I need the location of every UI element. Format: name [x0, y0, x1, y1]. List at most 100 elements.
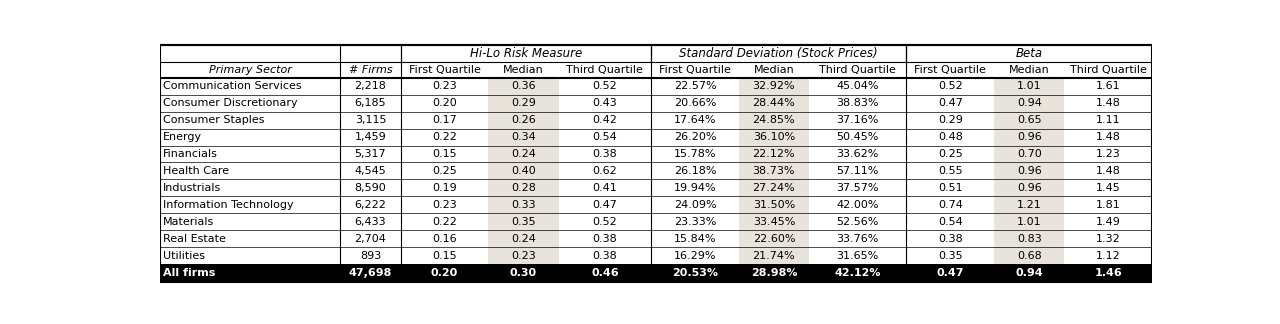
Text: 0.48: 0.48: [938, 132, 963, 142]
Text: 0.54: 0.54: [938, 217, 963, 227]
Text: 22.12%: 22.12%: [753, 149, 795, 159]
Bar: [401, 179, 489, 196]
Bar: [340, 62, 401, 78]
Bar: [739, 62, 809, 78]
Bar: [489, 45, 558, 62]
Text: 1.48: 1.48: [1096, 132, 1120, 142]
Bar: [906, 213, 995, 230]
Text: 0.96: 0.96: [1016, 132, 1042, 142]
Text: Materials: Materials: [163, 217, 214, 227]
Bar: [489, 162, 558, 179]
Text: 0.55: 0.55: [938, 166, 963, 176]
Bar: [1064, 95, 1152, 112]
Text: 1.49: 1.49: [1096, 217, 1120, 227]
Bar: [558, 145, 652, 162]
Bar: [652, 112, 739, 129]
Text: 26.18%: 26.18%: [673, 166, 717, 176]
Bar: [739, 95, 809, 112]
Text: 47,698: 47,698: [348, 268, 392, 278]
Text: 893: 893: [360, 251, 381, 260]
Bar: [809, 45, 906, 62]
Bar: [1064, 264, 1152, 282]
Bar: [652, 196, 739, 213]
Text: 38.73%: 38.73%: [753, 166, 795, 176]
Bar: [652, 62, 739, 78]
Bar: [558, 162, 652, 179]
Text: 1.23: 1.23: [1096, 149, 1120, 159]
Text: 0.24: 0.24: [511, 234, 536, 244]
Text: 0.23: 0.23: [511, 251, 536, 260]
Text: Third Quartile: Third Quartile: [1070, 65, 1147, 75]
Bar: [558, 95, 652, 112]
Text: 0.52: 0.52: [938, 81, 963, 91]
Text: Primary Sector: Primary Sector: [209, 65, 292, 75]
Bar: [340, 112, 401, 129]
Bar: [401, 78, 489, 95]
Text: 0.20: 0.20: [433, 98, 457, 108]
Text: 24.85%: 24.85%: [753, 115, 795, 125]
Bar: [160, 95, 340, 112]
Bar: [160, 45, 340, 62]
Bar: [906, 78, 995, 95]
Bar: [739, 162, 809, 179]
Bar: [401, 129, 489, 145]
Text: 1.21: 1.21: [1016, 200, 1042, 210]
Text: 33.62%: 33.62%: [837, 149, 879, 159]
Bar: [558, 112, 652, 129]
Bar: [995, 247, 1064, 264]
Bar: [489, 264, 558, 282]
Bar: [809, 179, 906, 196]
Bar: [652, 264, 739, 282]
Text: 0.51: 0.51: [938, 183, 963, 193]
Bar: [809, 62, 906, 78]
Text: Beta: Beta: [1015, 47, 1043, 60]
Bar: [739, 230, 809, 247]
Text: Median: Median: [1009, 65, 1050, 75]
Text: 36.10%: 36.10%: [753, 132, 795, 142]
Bar: [995, 112, 1064, 129]
Text: 0.36: 0.36: [511, 81, 536, 91]
Bar: [340, 196, 401, 213]
Text: 0.16: 0.16: [433, 234, 457, 244]
Text: 0.19: 0.19: [433, 183, 457, 193]
Bar: [160, 129, 340, 145]
Text: 19.94%: 19.94%: [673, 183, 717, 193]
Bar: [995, 129, 1064, 145]
Bar: [809, 213, 906, 230]
Bar: [1064, 78, 1152, 95]
Text: Communication Services: Communication Services: [163, 81, 302, 91]
Text: 0.38: 0.38: [593, 149, 617, 159]
Bar: [809, 264, 906, 282]
Text: 0.38: 0.38: [593, 251, 617, 260]
Bar: [1064, 145, 1152, 162]
Bar: [906, 145, 995, 162]
Text: 0.22: 0.22: [433, 132, 457, 142]
Bar: [558, 179, 652, 196]
Text: 31.50%: 31.50%: [753, 200, 795, 210]
Bar: [340, 264, 401, 282]
Text: 22.60%: 22.60%: [753, 234, 795, 244]
Text: 1.45: 1.45: [1096, 183, 1120, 193]
Text: 32.92%: 32.92%: [753, 81, 795, 91]
Text: Third Quartile: Third Quartile: [819, 65, 896, 75]
Bar: [809, 230, 906, 247]
Text: Health Care: Health Care: [163, 166, 229, 176]
Text: 1,459: 1,459: [355, 132, 387, 142]
Text: 0.34: 0.34: [511, 132, 536, 142]
Text: 0.70: 0.70: [1016, 149, 1042, 159]
Bar: [340, 247, 401, 264]
Bar: [1064, 213, 1152, 230]
Bar: [809, 196, 906, 213]
Bar: [652, 213, 739, 230]
Text: 0.96: 0.96: [1016, 183, 1042, 193]
Bar: [558, 196, 652, 213]
Text: Energy: Energy: [163, 132, 202, 142]
Bar: [809, 95, 906, 112]
Bar: [906, 45, 995, 62]
Bar: [652, 247, 739, 264]
Bar: [489, 129, 558, 145]
Bar: [739, 196, 809, 213]
Text: 0.74: 0.74: [938, 200, 963, 210]
Bar: [906, 112, 995, 129]
Text: 0.20: 0.20: [431, 268, 458, 278]
